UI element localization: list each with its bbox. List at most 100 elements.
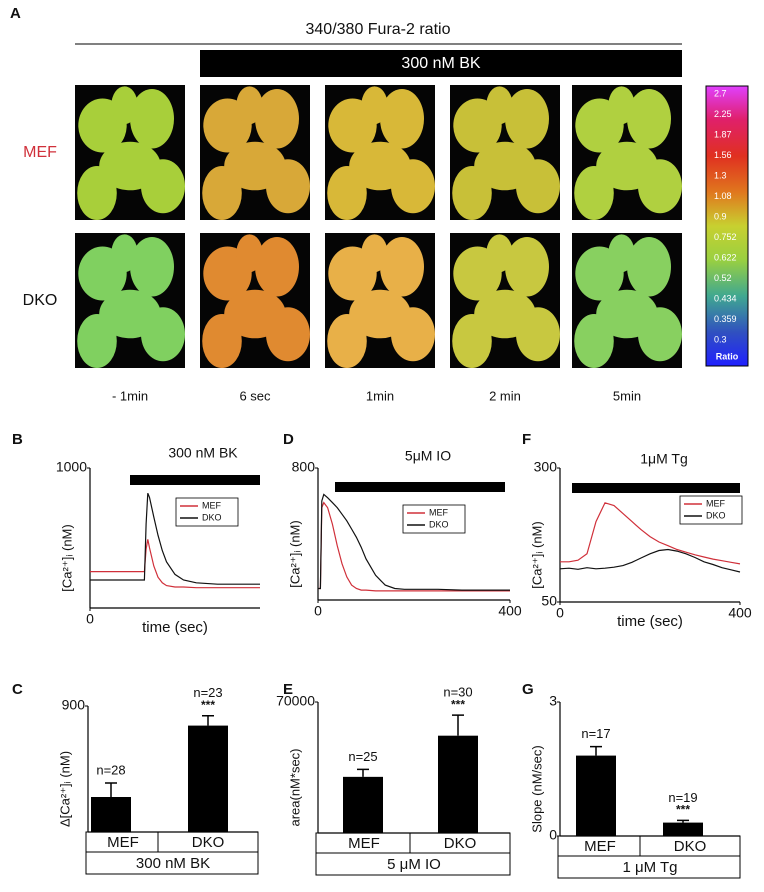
cell-blob <box>266 307 310 362</box>
legend-label: MEF <box>706 498 726 508</box>
error-bar <box>590 745 602 756</box>
panel-label: A <box>10 5 21 22</box>
cell-blob <box>327 314 367 368</box>
colorbar-label: 0.434 <box>714 293 737 303</box>
error-bar <box>105 782 117 797</box>
y-tick-label: 0 <box>549 827 557 843</box>
category-label: DKO <box>444 835 477 852</box>
n-label: n=28 <box>96 762 125 777</box>
category-row <box>315 832 511 854</box>
legend-box <box>679 495 743 525</box>
cell-blob <box>505 237 549 297</box>
error-bar <box>677 819 689 823</box>
cell-blob <box>361 86 388 125</box>
cell-blob <box>574 166 614 220</box>
colorbar-label: 1.3 <box>714 170 727 180</box>
category-label: DKO <box>192 834 225 851</box>
significance: *** <box>201 698 215 712</box>
cell-blob <box>380 237 424 297</box>
series-line <box>90 492 260 585</box>
colorbar-label: 0.52 <box>714 273 732 283</box>
y-tick-label: 70000 <box>276 693 315 709</box>
bar <box>576 755 616 836</box>
cell-blob <box>361 234 388 273</box>
cell-blob <box>608 234 635 273</box>
cell-blob <box>638 307 682 362</box>
cell-blob <box>202 166 242 220</box>
n-label: n=30 <box>443 685 472 700</box>
y-axis-label: Slope (nM/sec) <box>529 745 544 832</box>
cell-blob <box>452 166 492 220</box>
n-label: n=17 <box>581 726 610 741</box>
panel-label: B <box>12 431 23 448</box>
footer-label: 300 nM BK <box>136 855 210 872</box>
series-line <box>318 501 510 592</box>
colorbar-label: 1.56 <box>714 150 732 160</box>
cell-blob <box>111 234 138 273</box>
cell-blob <box>255 89 299 149</box>
panel-label: E <box>283 681 293 698</box>
legend-label: DKO <box>706 510 726 520</box>
legend-label: MEF <box>202 500 222 510</box>
colorbar-label: 0.359 <box>714 314 737 324</box>
series-line <box>318 493 510 591</box>
cell-blob <box>627 89 671 149</box>
cell-blob <box>255 237 299 297</box>
category-label: MEF <box>107 834 139 851</box>
cell-blob <box>130 89 174 149</box>
bar <box>663 822 703 836</box>
significance: *** <box>451 697 465 711</box>
x-tick-label: 400 <box>498 603 522 619</box>
x-axis-label: time (sec) <box>617 613 683 630</box>
colorbar-label: 0.752 <box>714 232 737 242</box>
colorbar-label: 0.9 <box>714 211 727 221</box>
x-tick-label: 0 <box>314 603 322 619</box>
series-line <box>90 539 260 589</box>
y-axis-label: [Ca²⁺]ᵢ (nM) <box>529 521 544 588</box>
y-axis-label: [Ca²⁺]ᵢ (nM) <box>287 520 302 587</box>
footer-box <box>85 851 259 875</box>
cell-blob <box>77 166 117 220</box>
category-label: MEF <box>584 838 616 855</box>
legend-label: MEF <box>429 507 449 517</box>
colorbar-title: Ratio <box>716 351 739 361</box>
cell-blob <box>516 159 560 214</box>
cell-blob <box>236 86 263 125</box>
cell-blob <box>638 159 682 214</box>
y-axis-label: [Ca²⁺]ᵢ (nM) <box>59 524 74 591</box>
significance: *** <box>676 803 690 817</box>
colorbar-label: 1.08 <box>714 191 732 201</box>
colorbar-label: 0.622 <box>714 252 737 262</box>
cell-blob <box>505 89 549 149</box>
cell-blob <box>608 86 635 125</box>
x-axis-label: time (sec) <box>142 619 208 636</box>
y-tick-label: 300 <box>534 459 558 475</box>
n-label: n=25 <box>348 749 377 764</box>
colorbar-label: 2.7 <box>714 88 727 98</box>
panel-label: F <box>522 431 531 448</box>
treatment-label: 300 nM BK <box>401 55 480 72</box>
cell-blob <box>266 159 310 214</box>
annotation: 300 nM BK <box>168 445 238 461</box>
cell-blob <box>236 234 263 273</box>
panel-label: C <box>12 681 23 698</box>
row-label: DKO <box>23 292 58 309</box>
cell-blob <box>391 159 435 214</box>
error-bar <box>202 715 214 726</box>
category-label: MEF <box>348 835 380 852</box>
legend-label: DKO <box>202 512 222 522</box>
series-line <box>559 548 741 573</box>
n-label: n=23 <box>193 685 222 700</box>
cell-blob <box>327 166 367 220</box>
time-label: - 1min <box>112 388 148 403</box>
treatment-bar <box>200 50 682 77</box>
cell-blob <box>391 307 435 362</box>
time-label: 6 sec <box>239 388 271 403</box>
annotation-bar <box>335 482 505 492</box>
row-label: MEF <box>23 144 57 161</box>
cell-blob <box>627 237 671 297</box>
panel-title: 340/380 Fura-2 ratio <box>306 21 451 38</box>
y-axis-label: area(nM*sec) <box>287 748 302 826</box>
footer-box <box>315 852 511 876</box>
